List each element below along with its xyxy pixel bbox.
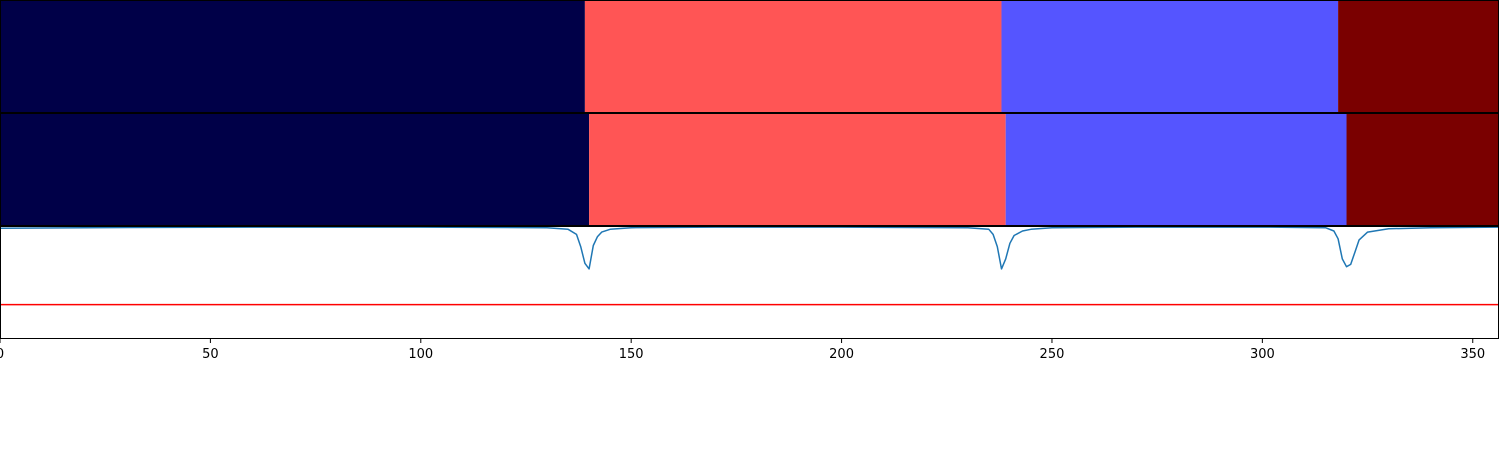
line-plot-frame [0, 226, 1499, 339]
bar2-frame [0, 113, 1499, 226]
bar2-segment-2 [589, 113, 1006, 225]
x-tick-label-200: 200 [829, 347, 854, 362]
segmentation-bar-1 [0, 0, 1499, 113]
x-tick-label-150: 150 [619, 347, 644, 362]
line-series-1 [0, 226, 1498, 270]
line-plot-panel: 0 50 100 150 200 250 300 350 [0, 226, 1499, 362]
bar2-segment-4 [1346, 113, 1498, 225]
x-tick-label-100: 100 [408, 347, 433, 362]
bar1-segment-4 [1338, 0, 1498, 112]
bar1-segment-1 [0, 0, 585, 112]
bar1-segment-2 [584, 0, 1002, 112]
line-series-group [0, 226, 1498, 306]
bar1-frame [0, 0, 1499, 113]
x-tick-label-250: 250 [1040, 347, 1065, 362]
x-tick-label-0: 0 [0, 347, 4, 362]
segmentation-bar-2 [0, 113, 1499, 226]
bar2-segment-3 [1005, 113, 1347, 225]
x-tick-label-50: 50 [202, 347, 219, 362]
x-tick-label-350: 350 [1460, 347, 1485, 362]
bar1-segment-3 [1001, 0, 1339, 112]
x-tick-label-300: 300 [1250, 347, 1275, 362]
bar2-segment-1 [0, 113, 590, 225]
